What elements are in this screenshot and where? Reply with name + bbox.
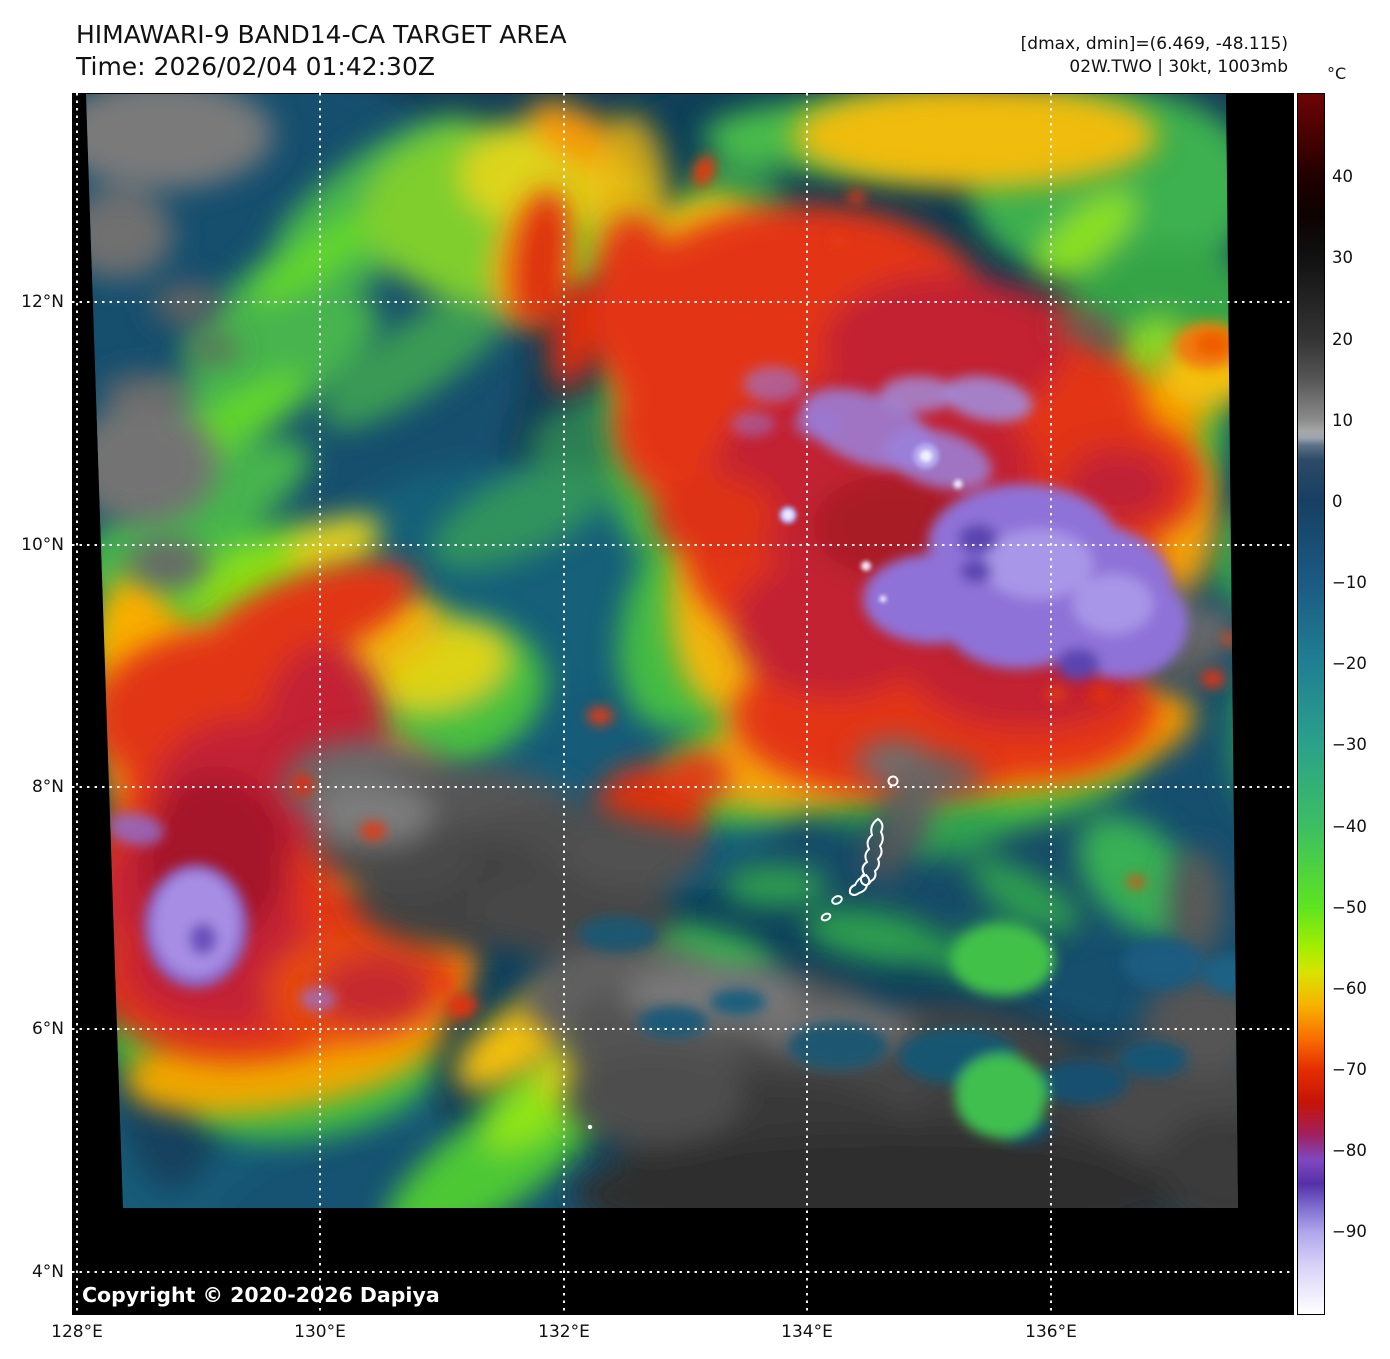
colorbar-tick-label: 30 [1332,248,1353,267]
colorbar-tick-label: −80 [1332,1141,1367,1160]
cold-pixel-speck [587,1124,593,1130]
y-tick-label: 6°N [31,1019,64,1039]
colorbar-tick-label: −30 [1332,735,1367,754]
temperature-colorbar [1297,93,1325,1315]
colorbar-tick-label: 40 [1332,167,1353,186]
colorbar-tick-label: −40 [1332,817,1367,836]
x-tick-label: 130°E [294,1322,346,1342]
copyright-watermark: Copyright © 2020-2026 Dapiya [82,1283,440,1307]
y-tick-label: 10°N [21,535,64,555]
x-tick-label: 136°E [1025,1322,1077,1342]
x-tick-label: 134°E [781,1322,833,1342]
colorbar-tick-label: 10 [1332,411,1353,430]
colorbar-tick-label: −90 [1332,1222,1367,1241]
dmax-dmin-readout: [dmax, dmin]=(6.469, -48.115) [1020,34,1288,54]
satellite-map [72,93,1294,1315]
colorbar-tick-label: −60 [1332,979,1367,998]
colorbar-tick-label: 20 [1332,330,1353,349]
y-tick-label: 8°N [31,777,64,797]
page-title: HIMAWARI-9 BAND14-CA TARGET AREA [76,20,567,49]
x-tick-label: 128°E [51,1322,103,1342]
colorbar-tick-label: −70 [1332,1060,1367,1079]
storm-info: 02W.TWO | 30kt, 1003mb [1069,57,1288,77]
colorbar-tick-label: −10 [1332,573,1367,592]
colorbar-tick-label: −20 [1332,654,1367,673]
y-tick-label: 12°N [21,292,64,312]
timestamp: Time: 2026/02/04 01:42:30Z [76,52,435,81]
coastline-palau [820,775,899,922]
colorbar-unit: °C [1327,64,1347,83]
colorbar-tick-label: −50 [1332,898,1367,917]
colorbar-tick-label: 0 [1332,492,1343,511]
x-tick-label: 132°E [538,1322,590,1342]
y-tick-label: 4°N [31,1262,64,1282]
satellite-imagery [86,94,1238,1208]
